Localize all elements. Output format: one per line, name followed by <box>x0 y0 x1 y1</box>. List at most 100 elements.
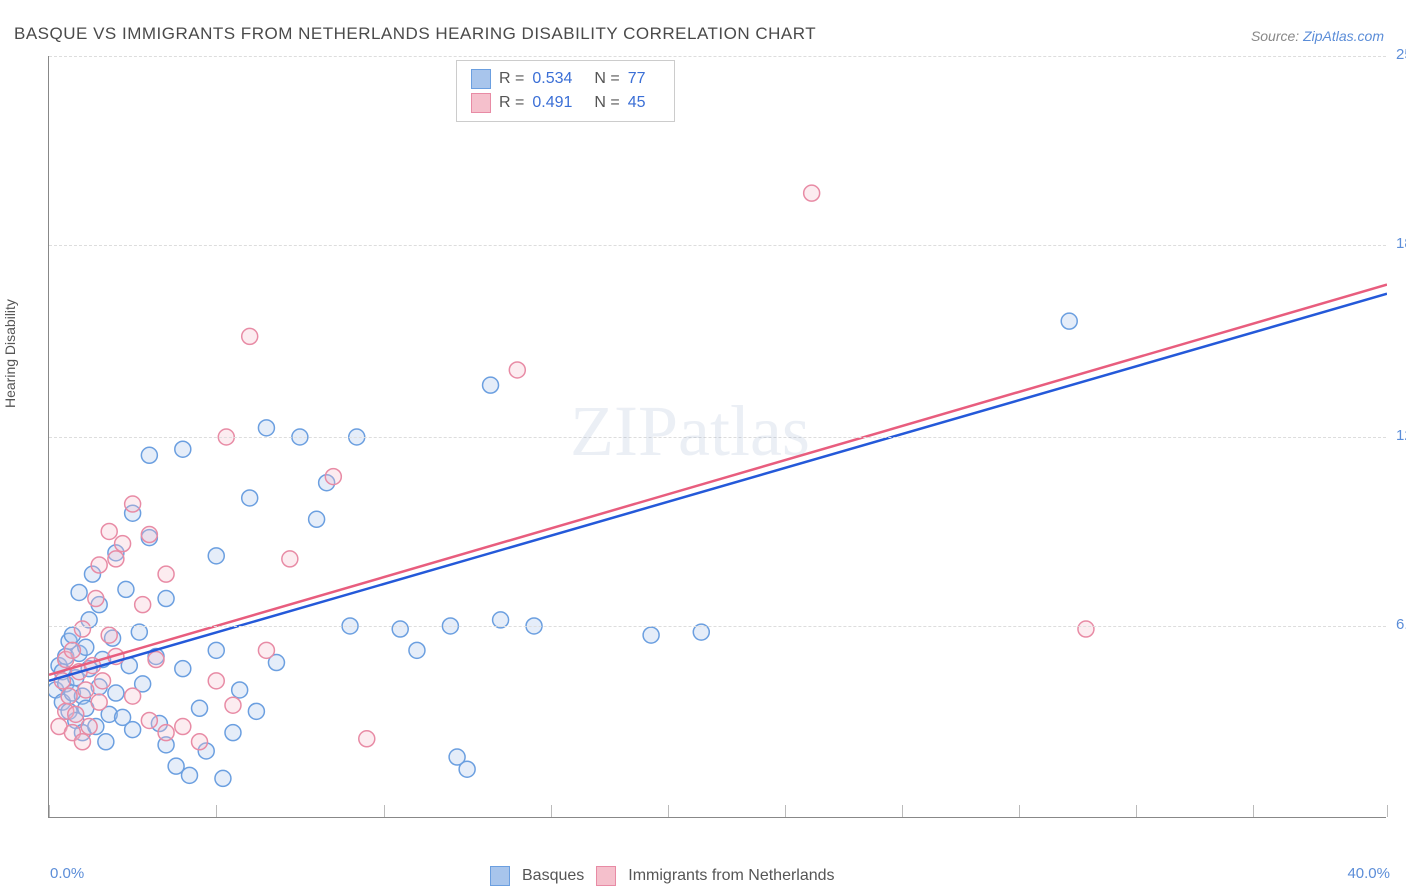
data-point <box>125 722 141 738</box>
data-point <box>118 581 134 597</box>
data-point <box>325 469 341 485</box>
data-point <box>242 490 258 506</box>
legend-swatch <box>596 866 616 886</box>
data-point <box>81 719 97 735</box>
data-point <box>101 627 117 643</box>
data-point <box>181 767 197 783</box>
x-tick <box>785 805 786 817</box>
legend-r-label: R = <box>499 94 524 112</box>
data-point <box>141 447 157 463</box>
data-point <box>141 712 157 728</box>
data-point <box>158 725 174 741</box>
x-tick <box>49 805 50 817</box>
gridline <box>49 437 1386 438</box>
x-tick <box>902 805 903 817</box>
y-tick-label: 6.3% <box>1396 616 1406 633</box>
data-point <box>192 734 208 750</box>
data-point <box>108 551 124 567</box>
data-point <box>392 621 408 637</box>
correlation-legend: R = 0.534 N = 77 R = 0.491 N = 45 <box>456 60 675 122</box>
data-point <box>225 725 241 741</box>
legend-r-value: 0.534 <box>532 70 572 88</box>
y-axis-label: Hearing Disability <box>2 299 18 408</box>
data-point <box>91 557 107 573</box>
y-tick-label: 18.8% <box>1396 235 1406 252</box>
series-legend: Basques Immigrants from Netherlands <box>490 866 835 886</box>
chart-title: BASQUE VS IMMIGRANTS FROM NETHERLANDS HE… <box>14 24 816 44</box>
y-tick-label: 12.5% <box>1396 427 1406 444</box>
data-point <box>141 527 157 543</box>
regression-line <box>49 294 1387 681</box>
x-tick <box>384 805 385 817</box>
data-point <box>74 621 90 637</box>
gridline <box>49 56 1386 57</box>
chart-area: 6.3%12.5%18.8%25.0% <box>48 56 1386 818</box>
x-tick <box>1136 805 1137 817</box>
data-point <box>74 734 90 750</box>
data-point <box>409 642 425 658</box>
legend-n-label: N = <box>594 94 619 112</box>
data-point <box>208 548 224 564</box>
data-point <box>258 642 274 658</box>
data-point <box>148 652 164 668</box>
gridline <box>49 626 1386 627</box>
legend-r-value: 0.491 <box>532 94 572 112</box>
data-point <box>232 682 248 698</box>
legend-swatch <box>490 866 510 886</box>
x-tick <box>551 805 552 817</box>
data-point <box>95 673 111 689</box>
data-point <box>1078 621 1094 637</box>
legend-r-label: R = <box>499 70 524 88</box>
x-tick <box>1253 805 1254 817</box>
data-point <box>78 682 94 698</box>
data-point <box>91 694 107 710</box>
source-label: Source: <box>1251 28 1299 44</box>
data-point <box>225 697 241 713</box>
gridline <box>49 245 1386 246</box>
legend-swatch <box>471 69 491 89</box>
data-point <box>248 703 264 719</box>
data-point <box>101 523 117 539</box>
legend-n-value: 77 <box>628 70 646 88</box>
data-point <box>175 661 191 677</box>
data-point <box>643 627 659 643</box>
data-point <box>175 441 191 457</box>
legend-row: R = 0.534 N = 77 <box>471 67 660 91</box>
legend-n-label: N = <box>594 70 619 88</box>
legend-swatch <box>471 93 491 113</box>
data-point <box>68 706 84 722</box>
source-attribution: Source: ZipAtlas.com <box>1251 28 1384 44</box>
x-axis-min-label: 0.0% <box>50 865 84 882</box>
x-tick <box>1387 805 1388 817</box>
data-point <box>359 731 375 747</box>
data-point <box>135 597 151 613</box>
data-point <box>309 511 325 527</box>
x-tick <box>668 805 669 817</box>
data-point <box>175 719 191 735</box>
x-tick <box>216 805 217 817</box>
source-link[interactable]: ZipAtlas.com <box>1303 28 1384 44</box>
data-point <box>1061 313 1077 329</box>
data-point <box>483 377 499 393</box>
data-point <box>258 420 274 436</box>
data-point <box>509 362 525 378</box>
legend-n-value: 45 <box>628 94 646 112</box>
data-point <box>242 328 258 344</box>
data-point <box>158 591 174 607</box>
data-point <box>98 734 114 750</box>
data-point <box>158 566 174 582</box>
data-point <box>88 591 104 607</box>
x-tick <box>1019 805 1020 817</box>
data-point <box>64 642 80 658</box>
data-point <box>192 700 208 716</box>
data-point <box>208 642 224 658</box>
data-point <box>804 185 820 201</box>
plot-frame: 6.3%12.5%18.8%25.0% <box>48 56 1386 818</box>
legend-row: R = 0.491 N = 45 <box>471 91 660 115</box>
data-point <box>108 685 124 701</box>
legend-series-label: Immigrants from Netherlands <box>628 867 834 885</box>
legend-series-label: Basques <box>522 867 584 885</box>
data-point <box>71 584 87 600</box>
y-tick-label: 25.0% <box>1396 46 1406 63</box>
data-point <box>215 770 231 786</box>
